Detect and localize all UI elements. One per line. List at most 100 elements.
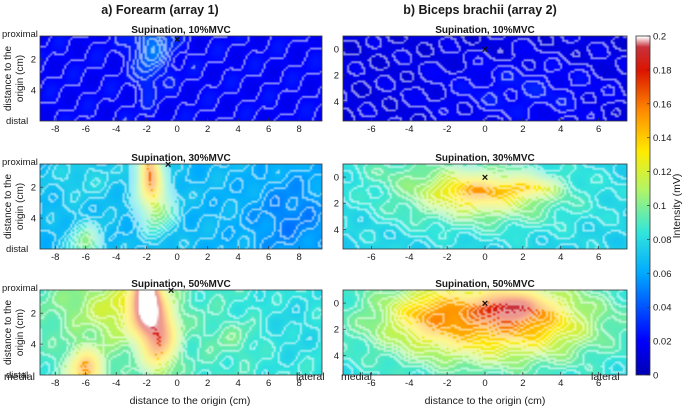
x-tick-label: 8 <box>296 124 301 135</box>
column-title-biceps: b) Biceps brachii (array 2) <box>403 3 557 17</box>
colorbar-tick-label: 0.04 <box>653 303 672 314</box>
colorbar-tick-label: 0.08 <box>653 235 672 246</box>
x-tick-label: -4 <box>405 252 413 263</box>
y-tick-label: 2 <box>334 71 339 82</box>
x-tick-label: -2 <box>443 252 451 263</box>
colorbar-tick-label: 0.18 <box>653 65 672 76</box>
x-tick-label: 8 <box>296 252 301 263</box>
column-title-forearm: a) Forearm (array 1) <box>101 3 218 17</box>
x-tick-label: -6 <box>82 378 90 389</box>
x-tick-label: -8 <box>51 378 59 389</box>
x-tick-label: -2 <box>443 124 451 135</box>
xlabel-forearm: distance to the origin (cm) <box>130 395 251 406</box>
x-tick-label: 6 <box>266 124 271 135</box>
origin-marker: × <box>482 44 488 56</box>
distal-label: distal <box>6 244 28 255</box>
panel-title: Supination, 30%MVC <box>435 153 534 164</box>
colorbar-tick-label: 0.1 <box>653 201 666 212</box>
ylabel-line2: origin (cm) <box>15 183 26 230</box>
x-tick-label: 0 <box>175 252 180 263</box>
y-tick-label: 2 <box>334 199 339 210</box>
colorbar-gradient <box>636 36 650 375</box>
x-tick-label: 2 <box>205 378 210 389</box>
origin-marker: × <box>165 159 171 171</box>
y-tick-label: 0 <box>334 173 339 184</box>
x-tick-label: 6 <box>596 124 601 135</box>
x-tick-label: 6 <box>266 252 271 263</box>
x-tick-label: 2 <box>205 252 210 263</box>
ylabel-line2: origin (cm) <box>15 55 26 102</box>
distal-label: distal <box>6 116 28 127</box>
heatmap-image <box>40 164 322 249</box>
x-tick-label: 2 <box>520 124 525 135</box>
y-tick-label: 0 <box>334 299 339 310</box>
x-tick-label: -8 <box>51 252 59 263</box>
x-tick-label: 0 <box>482 252 487 263</box>
y-tick-label: 2 <box>31 183 36 194</box>
x-tick-label: -6 <box>82 124 90 135</box>
x-tick-label: 4 <box>558 378 563 389</box>
origin-marker: × <box>174 34 180 46</box>
heatmap-image <box>343 164 627 249</box>
heatmap-image <box>40 290 322 375</box>
y-tick-label: 4 <box>31 214 36 225</box>
heatmap-panel-biceps-50: Supination, 50%MVC -6 -4 -2 0 2 4 6 0 2 4 × <box>334 279 628 389</box>
x-tick-label: -6 <box>367 252 375 263</box>
x-tick-label: 4 <box>558 252 563 263</box>
ylabel-line1: distance to the <box>3 174 14 239</box>
x-tick-label: -4 <box>112 252 120 263</box>
y-tick-label: 2 <box>334 325 339 336</box>
origin-marker: × <box>482 172 488 184</box>
y-tick-label: 4 <box>334 351 339 362</box>
origin-marker: × <box>168 285 174 297</box>
ylabel-line1: distance to the <box>3 300 14 365</box>
proximal-label: proximal <box>2 283 38 294</box>
heatmap-panel-biceps-30: Supination, 30%MVC -6 -4 -2 0 2 4 6 0 2 4 × <box>334 153 628 263</box>
y-tick-label: 4 <box>31 340 36 351</box>
x-tick-label: 8 <box>296 378 301 389</box>
colorbar-tick-label: 0.16 <box>653 99 672 110</box>
x-tick-label: 4 <box>236 252 241 263</box>
heatmap-image <box>343 290 627 375</box>
heatmap-grid: Supination, 10%MVC -8 -6 -4 -2 0 2 4 6 8 2 4 × proxim… <box>2 25 628 389</box>
colorbar-tick-label: 0.06 <box>653 269 672 280</box>
plot-frame <box>39 289 323 376</box>
y-tick-label: 4 <box>31 86 36 97</box>
heatmap-panel-biceps-10: Supination, 10%MVC -6 -4 -2 0 2 4 6 0 2 4 × <box>334 25 628 135</box>
y-tick-label: 2 <box>31 55 36 66</box>
y-tick-label: 4 <box>334 225 339 236</box>
x-tick-label: -2 <box>443 378 451 389</box>
x-tick-label: -4 <box>405 124 413 135</box>
x-tick-label: 4 <box>558 124 563 135</box>
x-tick-label: 6 <box>596 252 601 263</box>
panel-title: Supination, 30%MVC <box>131 153 230 164</box>
medial-label-biceps: medial <box>341 371 372 383</box>
y-tick-label: 2 <box>31 309 36 320</box>
colorbar-tick-label: 0.02 <box>653 337 672 348</box>
colorbar-tick-label: 0.12 <box>653 167 672 178</box>
plot-frame <box>39 163 323 250</box>
heatmap-panel-forearm-30: Supination, 30%MVC -8 -6 -4 -2 0 2 4 6 8 2 4 × proxim… <box>2 153 323 263</box>
ylabel-line1: distance to the <box>3 46 14 111</box>
heatmap-image <box>343 36 627 121</box>
x-tick-label: -2 <box>142 124 150 135</box>
y-tick-label: 4 <box>334 97 339 108</box>
proximal-label: proximal <box>2 29 38 40</box>
lateral-label-forearm: lateral <box>296 371 325 383</box>
medial-label-forearm: medial <box>4 371 35 383</box>
x-tick-label: -2 <box>142 252 150 263</box>
x-tick-label: -6 <box>367 124 375 135</box>
proximal-label: proximal <box>2 157 38 168</box>
x-tick-label: -2 <box>142 378 150 389</box>
y-tick-label: 0 <box>334 45 339 56</box>
lateral-label-biceps: lateral <box>591 371 620 383</box>
colorbar-tick-label: 0.14 <box>653 133 672 144</box>
x-tick-label: -4 <box>112 378 120 389</box>
plot-frame <box>39 35 323 122</box>
x-tick-label: -6 <box>82 252 90 263</box>
x-tick-label: -6 <box>367 378 375 389</box>
x-tick-label: 0 <box>482 124 487 135</box>
x-tick-label: 2 <box>205 124 210 135</box>
x-tick-label: -4 <box>405 378 413 389</box>
